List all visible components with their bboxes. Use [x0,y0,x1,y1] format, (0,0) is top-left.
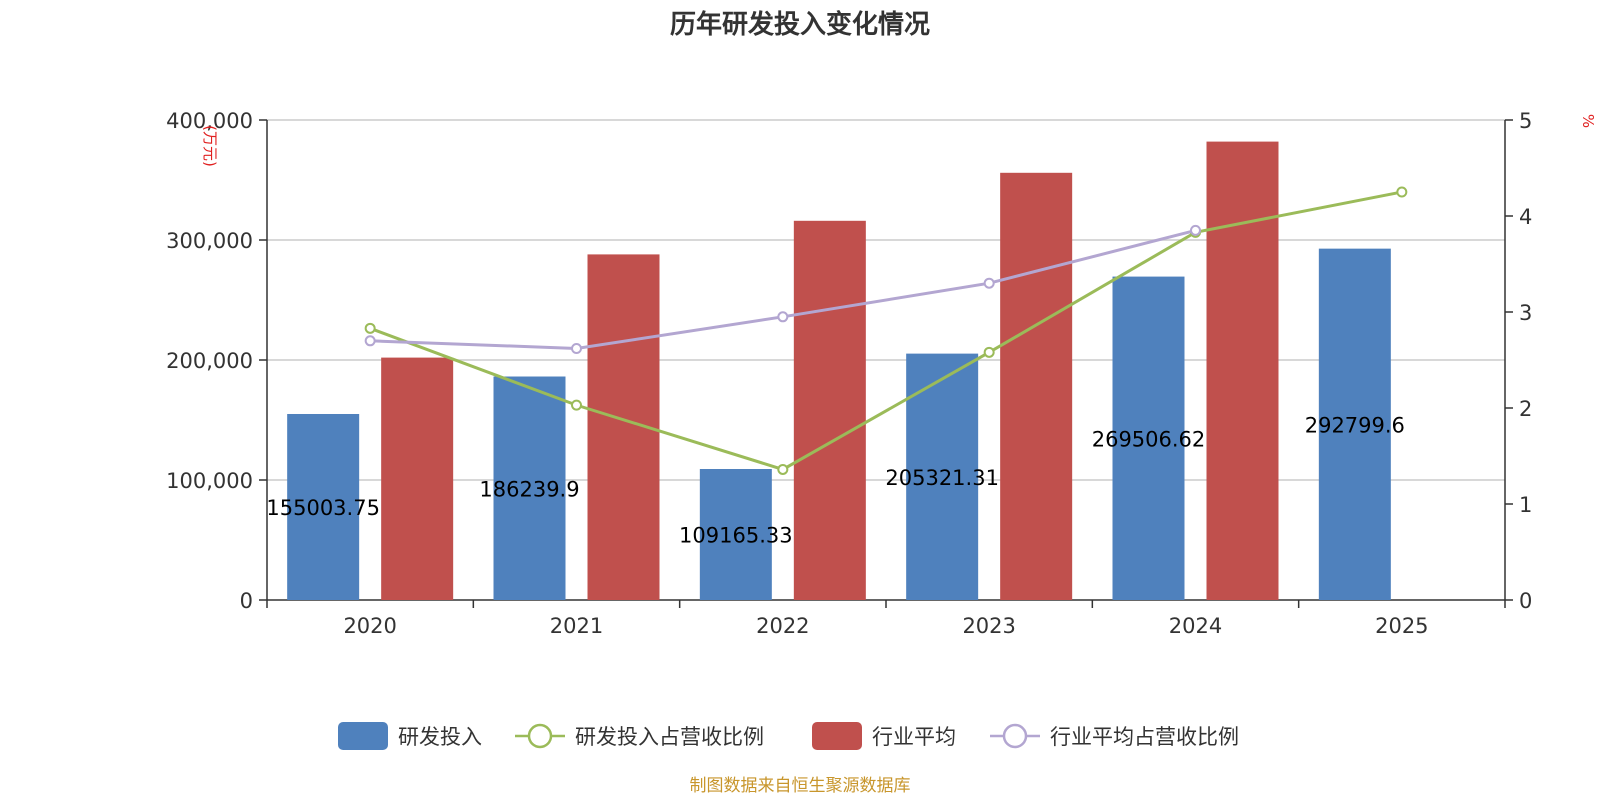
x-tick-label: 2023 [962,614,1015,638]
legend: 研发投入 研发投入占营收比例 行业平均 行业平均占营收比例 [338,722,1239,750]
left-tick-label: 400,000 [166,109,253,133]
legend-swatch-marker [1002,723,1028,749]
axes: 0 100,000 200,000 300,000 400,000 0 1 2 3 4 5 2020 2… [166,109,1532,638]
right-tick-label: 1 [1519,493,1532,517]
line-point [571,342,582,354]
right-tick-label: 2 [1519,397,1532,421]
x-tick-label: 2021 [550,614,603,638]
right-tick-label: 4 [1519,205,1532,229]
left-tick-label: 300,000 [166,229,253,253]
bar-data-label: 292799.6 [1305,413,1405,437]
line-point [1190,224,1201,236]
bar-data-label: 269506.62 [1092,427,1206,451]
right-axis-unit: % [1579,114,1597,128]
bar-研发投入 [1318,248,1391,600]
bar-data-label: 109165.33 [679,524,793,548]
line-point [983,277,995,289]
x-tick-label: 2024 [1169,614,1222,638]
bar-行业平均 [1206,141,1279,600]
x-tick-label: 2022 [756,614,809,638]
right-tick-label: 5 [1519,109,1532,133]
legend-label: 研发投入 [398,725,482,749]
left-tick-label: 100,000 [166,469,253,493]
x-tick-label: 2025 [1375,614,1428,638]
bar-研发投入 [1112,276,1185,600]
line-point [571,399,582,411]
line-point [777,463,789,475]
gridlines [267,119,1505,481]
bar-研发投入 [493,376,566,600]
bar-data-label: 205321.31 [885,466,999,490]
line-point [364,322,376,334]
line-point [777,311,789,323]
bar-研发投入 [287,413,360,600]
bar-行业平均 [1000,172,1073,601]
chart-title: 历年研发投入变化情况 [670,9,930,40]
left-tick-label: 200,000 [166,349,253,373]
x-tick-label: 2020 [343,614,396,638]
bar-研发投入 [906,353,979,600]
data-labels: 155003.75 186239.9 109165.33 205321.31 26950… [266,413,1405,547]
legend-label: 行业平均占营收比例 [1050,725,1239,749]
left-tick-label: 0 [240,589,253,613]
bar-行业平均 [381,357,454,600]
source-note: 制图数据来自恒生聚源数据库 [690,776,911,796]
legend-swatch-marker [527,723,553,749]
bar-研发投入 [699,469,772,600]
series-line-研发投入占营收比例 [369,190,1403,472]
left-axis-unit: (万元) [201,125,219,167]
lines [364,186,1408,475]
line-point [364,335,376,347]
legend-label: 研发投入占营收比例 [575,725,764,749]
bar-行业平均 [793,220,866,601]
legend-swatch-行业平均 [812,722,862,750]
legend-label: 行业平均 [872,725,956,749]
bar-data-label: 155003.75 [266,496,380,520]
line-point [1396,186,1408,198]
right-tick-label: 3 [1519,301,1532,325]
right-tick-label: 0 [1519,589,1532,613]
bar-data-label: 186239.9 [479,477,579,501]
line-point [983,346,995,358]
bars [287,141,1391,601]
legend-swatch-研发投入 [338,722,388,750]
